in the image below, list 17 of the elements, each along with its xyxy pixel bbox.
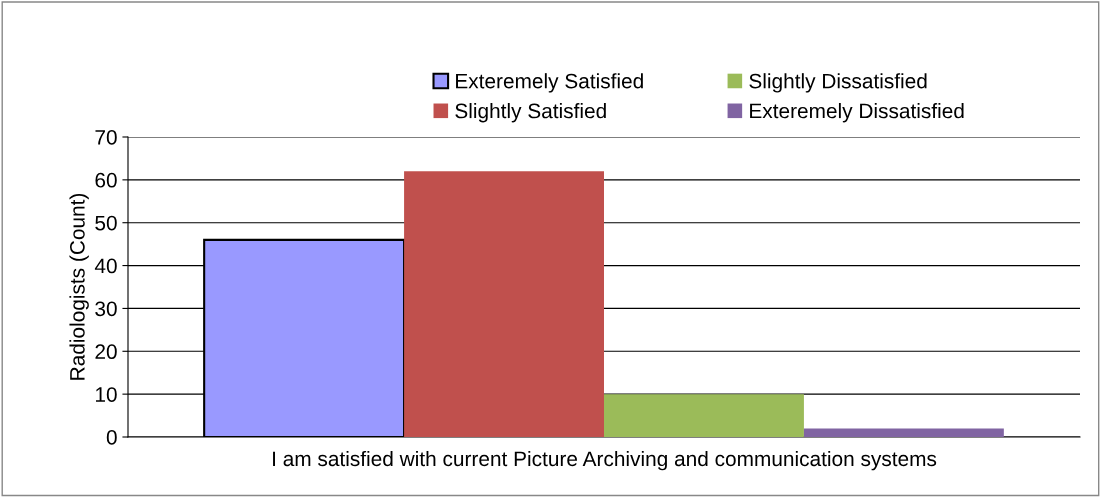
y-tick-label: 30 [95, 301, 117, 317]
x-tick-label: I am satisfied with current Picture Archiving and communication systems [273, 450, 937, 471]
legend-label: Exteremely Dissatisfied [750, 103, 964, 123]
y-tick-label: 60 [95, 172, 117, 188]
legend-label: Slightly Dissatisfied [749, 73, 927, 93]
legend-label: Slightly Satisfied [455, 103, 606, 123]
y-tick-label: 10 [96, 387, 117, 402]
bar [604, 394, 804, 437]
y-tick-label: 70 [95, 130, 117, 145]
y-tick-label: 40 [94, 258, 117, 274]
legend-label: Exteremely Satisfied [456, 73, 643, 93]
y-tick-label: 50 [95, 215, 117, 231]
y-tick-label: 0 [106, 430, 117, 445]
bar [803, 428, 1004, 437]
bar [404, 171, 604, 437]
y-tick-label: 20 [95, 344, 117, 360]
y-axis-title: Radiologists (Count) [69, 193, 89, 380]
